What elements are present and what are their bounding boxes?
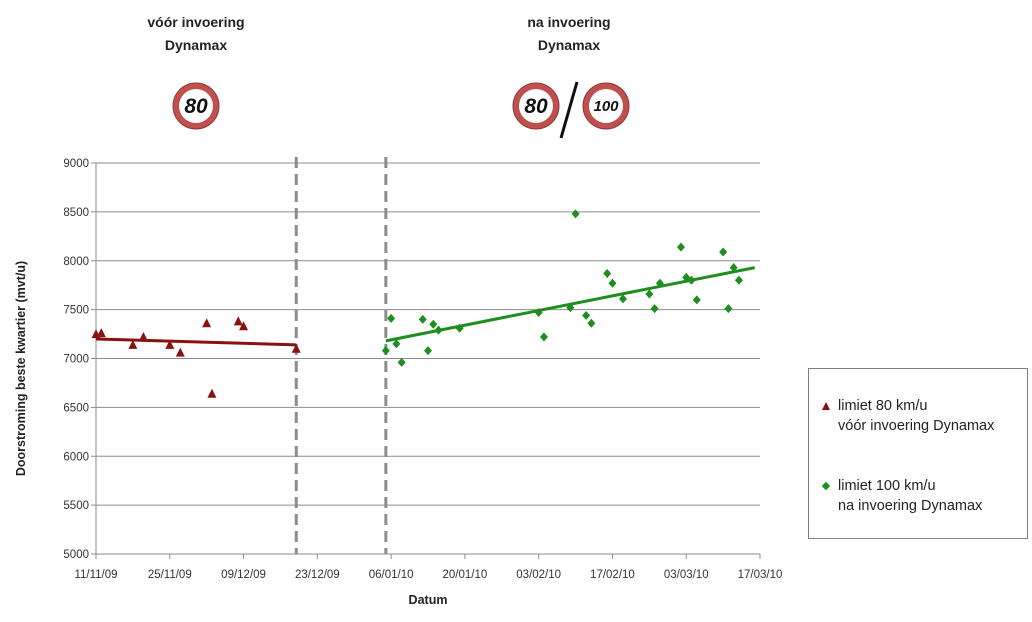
- x-tick-label: 11/11/09: [74, 569, 117, 581]
- data-point-diamond: [424, 346, 432, 356]
- speed-limit-80-sign-icon: 80: [172, 82, 220, 130]
- diamond-marker-shape: [821, 481, 831, 491]
- data-point-diamond: [418, 314, 427, 324]
- data-point-diamond: [392, 339, 401, 349]
- slash-divider: [559, 81, 579, 139]
- gridlines: [91, 162, 760, 555]
- legend-item-100: limiet 100 km/u na invoering Dynamax: [819, 476, 982, 516]
- data-point-diamond: [381, 346, 390, 356]
- y-tick-label: 5000: [63, 549, 89, 561]
- y-tick-labels: 5000 5500 6000 6500 7000 7500 8000 8500 9000: [63, 158, 89, 561]
- period-dividers: [294, 157, 388, 554]
- diamond-marker-icon: [819, 476, 833, 496]
- data-point-triangle: [96, 328, 106, 338]
- x-axis-title: Datum: [409, 593, 448, 607]
- x-tick-label: 06/01/10: [369, 569, 414, 581]
- period-title-line2: Dynamax: [165, 37, 227, 53]
- legend-label-80-line2: vóór invoering Dynamax: [838, 418, 995, 434]
- data-point-diamond: [734, 275, 743, 285]
- y-tick-label: 7500: [63, 305, 89, 317]
- svg-text:80: 80: [184, 95, 208, 118]
- legend-label-100-line2: na invoering Dynamax: [838, 498, 983, 514]
- x-tick-label: 17/03/10: [738, 569, 783, 581]
- data-point-triangle: [207, 388, 217, 398]
- x-tick-label: 23/12/09: [295, 569, 340, 581]
- x-tick-labels: 11/11/09 25/11/09 09/12/09 23/12/09 06/01/10…: [74, 554, 782, 581]
- y-axis-title: Doorstroming beste kwartier (mvt/u): [14, 261, 28, 476]
- speed-limit-100-sign-icon: 100: [582, 82, 630, 130]
- data-point-diamond: [655, 278, 664, 288]
- legend-label-100: limiet 100 km/u na invoering Dynamax: [838, 476, 982, 516]
- data-point-triangle: [291, 343, 301, 353]
- data-point-triangle: [165, 339, 175, 349]
- data-point-triangle: [239, 321, 249, 331]
- data-point-diamond: [582, 310, 591, 320]
- x-tick-label: 03/02/10: [516, 569, 561, 581]
- data-point-diamond: [729, 263, 738, 273]
- data-point-diamond: [571, 209, 580, 219]
- svg-text:80: 80: [524, 95, 548, 118]
- data-point-diamond: [603, 268, 612, 278]
- data-point-triangle: [233, 316, 243, 326]
- period-headers: vóór invoering Dynamax 80 na invoering Dynam…: [147, 14, 630, 139]
- x-tick-label: 20/01/10: [443, 569, 488, 581]
- period-title-line2: Dynamax: [538, 37, 600, 53]
- legend-label-80-line1: limiet 80 km/u: [838, 398, 928, 414]
- data-point-diamond: [724, 304, 733, 314]
- triangle-marker-shape: [822, 402, 830, 410]
- data-point-diamond: [692, 295, 701, 305]
- y-tick-label: 5500: [63, 500, 89, 512]
- data-point-diamond: [608, 278, 617, 288]
- y-tick-label: 9000: [63, 158, 89, 170]
- data-point-triangle: [202, 318, 212, 328]
- y-tick-label: 6000: [63, 451, 89, 463]
- legend: limiet 80 km/u vóór invoering Dynamax li…: [808, 368, 1028, 539]
- data-point-diamond: [645, 289, 654, 299]
- x-tick-label: 17/02/10: [590, 569, 635, 581]
- data-point-diamond: [687, 275, 696, 285]
- svg-text:100: 100: [593, 98, 619, 115]
- y-tick-label: 8000: [63, 256, 89, 268]
- data-point-diamond: [429, 319, 438, 329]
- data-point-diamond: [676, 242, 685, 252]
- data-point-diamond: [387, 313, 396, 323]
- data-point-diamond: [455, 323, 464, 333]
- legend-item-80: limiet 80 km/u vóór invoering Dynamax: [819, 396, 994, 436]
- x-tick-label: 25/11/09: [148, 569, 192, 581]
- legend-label-80: limiet 80 km/u vóór invoering Dynamax: [838, 396, 994, 436]
- y-tick-label: 8500: [63, 207, 89, 219]
- x-tick-label: 03/03/10: [664, 569, 709, 581]
- data-point-triangle: [175, 347, 185, 357]
- data-point-diamond: [434, 325, 443, 335]
- data-point-diamond: [534, 308, 543, 318]
- data-point-diamond: [650, 304, 659, 314]
- y-tick-label: 6500: [63, 402, 89, 414]
- data-point-triangle: [138, 331, 148, 341]
- period-title-line1: vóór invoering: [147, 14, 244, 30]
- data-point-diamond: [566, 303, 575, 313]
- data-point-diamond: [397, 357, 406, 367]
- data-point-diamond: [539, 332, 548, 342]
- y-tick-label: 7000: [63, 354, 89, 366]
- data-point-triangle: [128, 339, 138, 349]
- legend-label-100-line1: limiet 100 km/u: [838, 478, 936, 494]
- data-point-diamond: [719, 247, 728, 257]
- speed-limit-80-sign-icon: 80: [512, 82, 560, 130]
- data-point-diamond: [587, 318, 596, 328]
- trendline-0: [95, 337, 297, 347]
- data-point-diamond: [618, 294, 627, 304]
- period-title-line1: na invoering: [527, 14, 610, 30]
- triangle-marker-icon: [819, 396, 833, 416]
- x-tick-label: 09/12/09: [221, 569, 266, 581]
- data-points: [91, 209, 743, 398]
